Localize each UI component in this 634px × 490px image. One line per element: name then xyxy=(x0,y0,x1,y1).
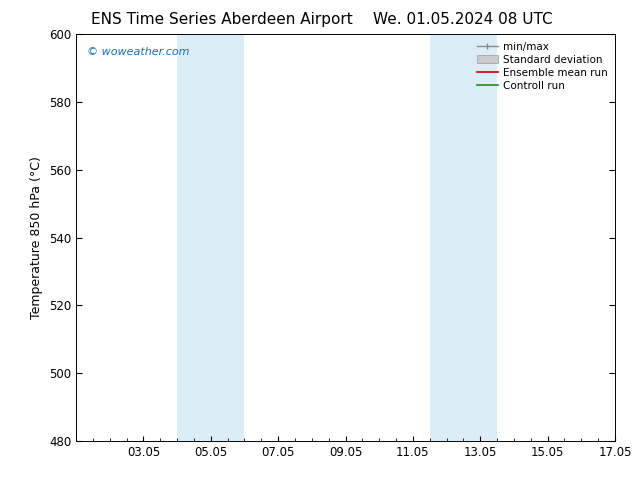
Text: We. 01.05.2024 08 UTC: We. 01.05.2024 08 UTC xyxy=(373,12,553,27)
Text: ENS Time Series Aberdeen Airport: ENS Time Series Aberdeen Airport xyxy=(91,12,353,27)
Legend: min/max, Standard deviation, Ensemble mean run, Controll run: min/max, Standard deviation, Ensemble me… xyxy=(473,37,612,95)
Text: © woweather.com: © woweather.com xyxy=(87,47,190,56)
Bar xyxy=(430,34,497,441)
Bar xyxy=(177,34,245,441)
Y-axis label: Temperature 850 hPa (°C): Temperature 850 hPa (°C) xyxy=(30,156,43,319)
